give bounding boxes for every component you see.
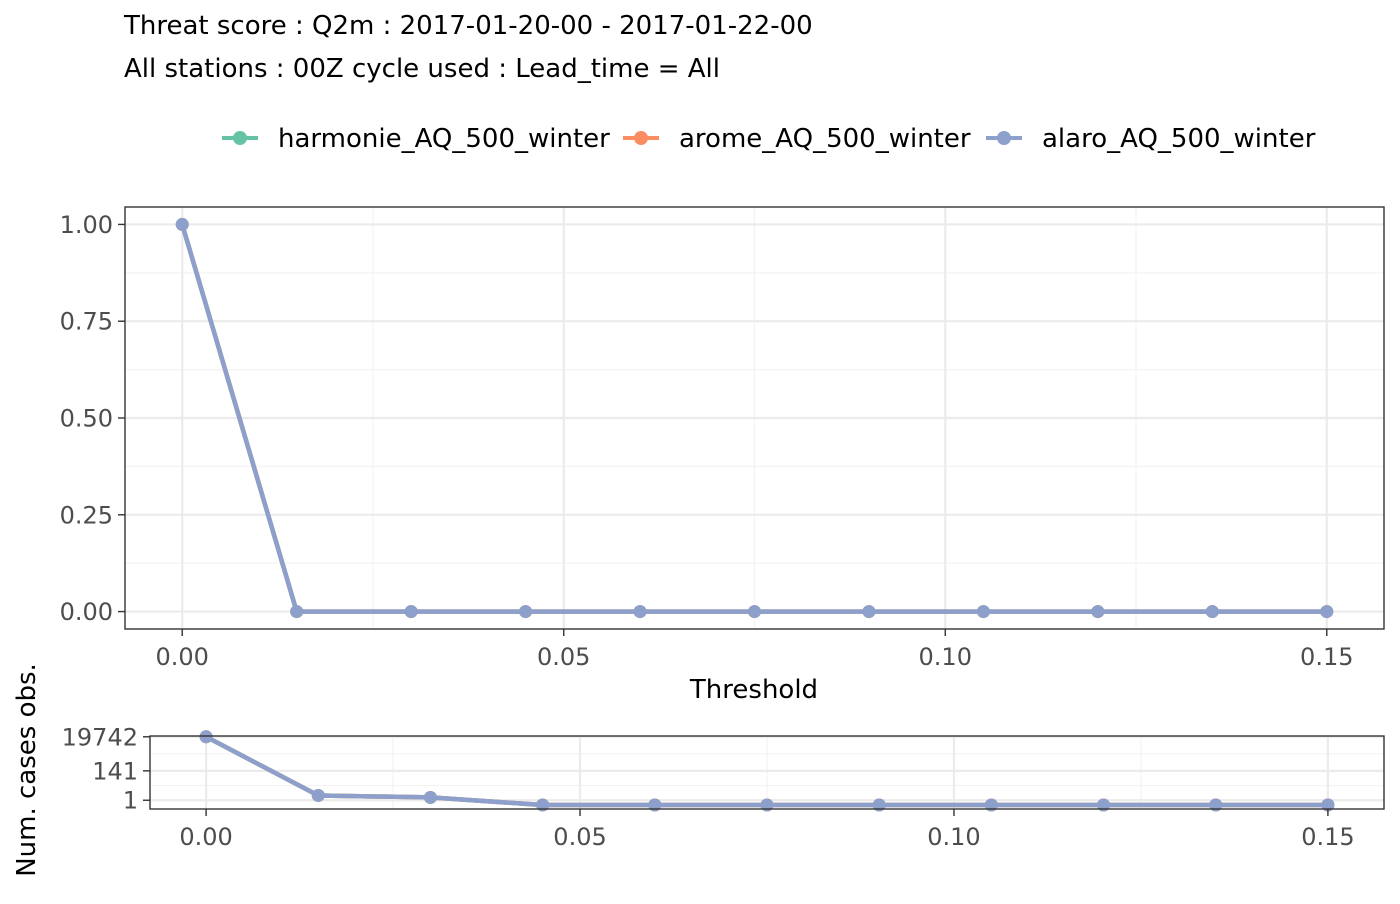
- data-point: [984, 798, 998, 812]
- data-point: [536, 798, 550, 812]
- legend-key-point: [233, 131, 247, 145]
- data-point: [872, 798, 886, 812]
- data-point: [976, 605, 990, 619]
- data-point: [199, 730, 213, 744]
- data-point: [633, 605, 647, 619]
- data-point: [1091, 605, 1105, 619]
- data-point: [748, 605, 761, 619]
- x-tick-label: 0.15: [1300, 643, 1353, 671]
- legend-label: harmonie_AQ_500_winter: [278, 124, 610, 154]
- x-tick-label: 0.00: [179, 823, 232, 851]
- y-tick-label: 0.25: [60, 501, 113, 529]
- data-point: [404, 605, 418, 619]
- data-point: [1205, 605, 1219, 619]
- data-point: [1097, 798, 1111, 812]
- y-tick-label: 0.75: [60, 308, 113, 336]
- x-tick-label: 0.05: [537, 643, 590, 671]
- x-tick-label: 0.10: [919, 643, 972, 671]
- data-point: [760, 798, 774, 812]
- y-tick-label: 1: [123, 787, 138, 815]
- legend: harmonie_AQ_500_winter arome_AQ_500_winte…: [222, 124, 1316, 154]
- y-tick-label: 1.00: [60, 211, 113, 239]
- threat-score-panel: 0.00 0.25 0.50 0.75 1.00 0.00 0.05 0.10 0.15: [60, 206, 1385, 671]
- data-point: [862, 605, 876, 619]
- data-point: [1320, 605, 1334, 619]
- x-tick-label: 0.05: [553, 823, 606, 851]
- data-point: [175, 217, 189, 231]
- data-point: [1209, 798, 1223, 812]
- x-tick-label: 0.10: [927, 823, 980, 851]
- chart-subtitle: All stations : 00Z cycle used : Lead_tim…: [124, 54, 720, 84]
- y-tick-label: 0.00: [60, 598, 113, 626]
- data-point: [1321, 798, 1335, 812]
- x-tick-label: 0.00: [156, 643, 209, 671]
- data-point: [648, 798, 662, 812]
- panel-border: [149, 735, 1385, 810]
- data-point: [519, 605, 533, 619]
- chart-title: Threat score : Q2m : 2017-01-20-00 - 201…: [123, 11, 813, 41]
- counts-y-axis-title: Num. cases obs.: [12, 663, 42, 877]
- x-tick-label: 0.15: [1301, 823, 1354, 851]
- legend-label: arome_AQ_500_winter: [679, 124, 971, 154]
- x-axis-title: Threshold: [689, 675, 818, 705]
- y-tick-label: 141: [92, 757, 138, 785]
- data-point: [311, 788, 325, 802]
- y-tick-label: 19742: [62, 723, 138, 751]
- y-tick-label: 0.50: [60, 405, 113, 433]
- legend-item: harmonie_AQ_500_winter: [222, 124, 610, 154]
- legend-key-point: [997, 131, 1011, 145]
- legend-item: arome_AQ_500_winter: [623, 124, 971, 154]
- data-point: [423, 790, 437, 804]
- legend-key-point: [634, 131, 648, 145]
- data-point: [290, 605, 304, 619]
- legend-item: alaro_AQ_500_winter: [986, 124, 1316, 154]
- legend-label: alaro_AQ_500_winter: [1042, 124, 1316, 154]
